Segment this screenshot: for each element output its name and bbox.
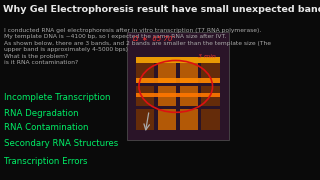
Text: 3 min: 3 min — [198, 54, 216, 59]
Text: Transcription Errors: Transcription Errors — [4, 157, 88, 166]
Bar — [136, 109, 154, 130]
Text: RNA Degradation: RNA Degradation — [4, 109, 79, 118]
Text: Why Gel Electrophoresis result have small unexpected bands?: Why Gel Electrophoresis result have smal… — [3, 4, 320, 14]
Bar — [180, 109, 198, 130]
Bar — [201, 63, 220, 83]
Bar — [158, 109, 176, 130]
Bar — [136, 93, 220, 97]
Text: Incomplete Transcription: Incomplete Transcription — [4, 93, 111, 102]
Text: I conducted RNA gel electrophoresis after in vitro transcription (T7 RNA polymer: I conducted RNA gel electrophoresis afte… — [4, 28, 271, 65]
Bar — [136, 86, 154, 106]
Bar — [180, 63, 198, 83]
Bar — [158, 86, 176, 106]
Bar — [201, 109, 220, 130]
Text: RNA Contamination: RNA Contamination — [4, 123, 89, 132]
Text: Secondary RNA Structures: Secondary RNA Structures — [4, 140, 118, 148]
Bar — [180, 86, 198, 106]
Text: Ω  ∗  65 70’: Ω ∗ 65 70’ — [132, 36, 174, 42]
Bar — [136, 78, 220, 83]
Bar — [158, 63, 176, 83]
Bar — [127, 32, 229, 140]
Bar — [201, 86, 220, 106]
Bar — [136, 57, 220, 63]
Bar — [136, 63, 154, 83]
